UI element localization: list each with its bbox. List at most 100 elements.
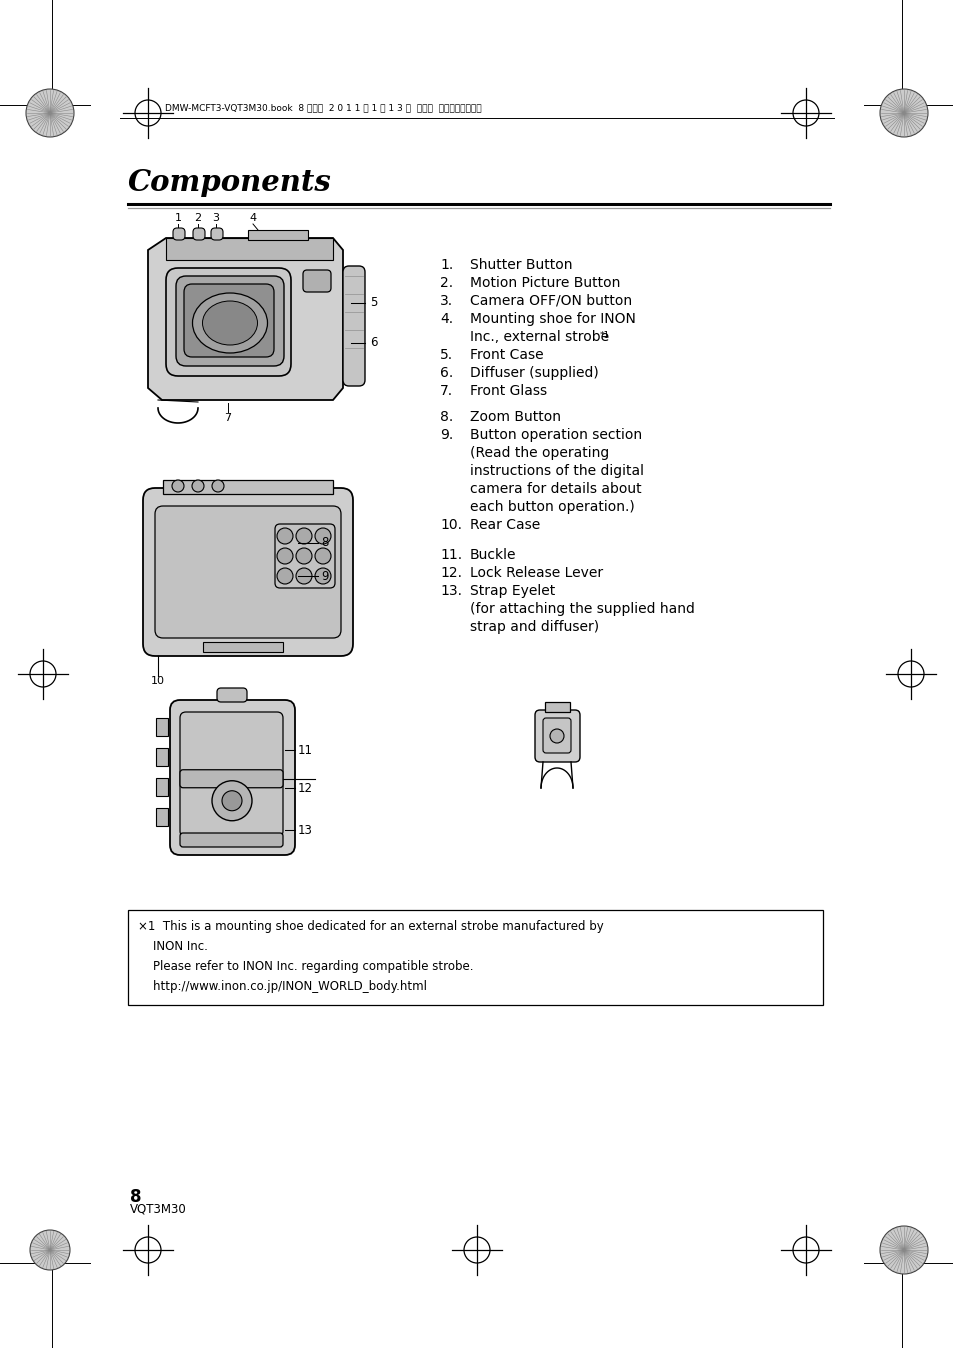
Text: 10: 10	[151, 675, 165, 686]
Circle shape	[879, 89, 927, 137]
Text: 13.: 13.	[439, 584, 461, 599]
Bar	[156, 718, 168, 736]
Ellipse shape	[193, 293, 267, 353]
Circle shape	[222, 791, 242, 810]
Text: 2: 2	[194, 213, 201, 222]
Text: *1: *1	[599, 332, 610, 340]
Text: Inc., external strobe: Inc., external strobe	[470, 330, 608, 344]
Text: Rear Case: Rear Case	[470, 518, 539, 532]
Text: 3.: 3.	[439, 294, 453, 307]
Text: (Read the operating: (Read the operating	[470, 446, 609, 460]
Circle shape	[314, 528, 331, 545]
Text: 4: 4	[249, 213, 256, 222]
Text: Please refer to INON Inc. regarding compatible strobe.: Please refer to INON Inc. regarding comp…	[138, 960, 473, 973]
Circle shape	[550, 729, 563, 743]
Text: INON Inc.: INON Inc.	[138, 940, 208, 953]
Text: Shutter Button: Shutter Button	[470, 257, 572, 272]
Text: 8: 8	[320, 537, 328, 550]
FancyBboxPatch shape	[180, 833, 283, 847]
Circle shape	[212, 780, 252, 821]
Bar	[128, 910, 822, 1006]
Bar	[163, 480, 333, 493]
Text: 12: 12	[297, 782, 313, 794]
FancyBboxPatch shape	[542, 718, 571, 754]
Circle shape	[26, 89, 74, 137]
Bar	[248, 231, 308, 240]
Circle shape	[314, 568, 331, 584]
Circle shape	[276, 549, 293, 563]
Text: Button operation section: Button operation section	[470, 429, 641, 442]
Text: DMW-MCFT3-VQT3M30.book  8 ページ  2 0 1 1 年 1 月 1 3 日  木曜日  午前１０時２２分: DMW-MCFT3-VQT3M30.book 8 ページ 2 0 1 1 年 1…	[165, 102, 481, 112]
FancyBboxPatch shape	[180, 770, 283, 787]
Text: 5: 5	[370, 297, 377, 310]
FancyBboxPatch shape	[166, 268, 291, 376]
Text: Diffuser (supplied): Diffuser (supplied)	[470, 367, 598, 380]
Text: 2.: 2.	[439, 276, 453, 290]
Text: 10.: 10.	[439, 518, 461, 532]
Text: 6.: 6.	[439, 367, 453, 380]
Circle shape	[879, 1225, 927, 1274]
FancyBboxPatch shape	[193, 228, 205, 240]
Text: 8: 8	[130, 1188, 141, 1206]
Text: 5.: 5.	[439, 348, 453, 363]
Text: camera for details about: camera for details about	[470, 483, 641, 496]
FancyBboxPatch shape	[143, 488, 353, 656]
Bar	[156, 807, 168, 826]
Text: 11.: 11.	[439, 549, 461, 562]
Text: Zoom Button: Zoom Button	[470, 410, 560, 425]
FancyBboxPatch shape	[154, 506, 340, 638]
FancyBboxPatch shape	[180, 712, 283, 837]
Ellipse shape	[202, 301, 257, 345]
Text: Camera OFF/ON button: Camera OFF/ON button	[470, 294, 632, 307]
Text: Front Case: Front Case	[470, 348, 543, 363]
Circle shape	[295, 568, 312, 584]
Text: 1: 1	[174, 213, 181, 222]
Text: strap and diffuser): strap and diffuser)	[470, 620, 598, 634]
Polygon shape	[166, 239, 333, 260]
Circle shape	[212, 480, 224, 492]
Text: Components: Components	[128, 168, 332, 197]
Bar	[203, 642, 283, 652]
Circle shape	[295, 549, 312, 563]
Circle shape	[172, 480, 184, 492]
Text: Motion Picture Button: Motion Picture Button	[470, 276, 619, 290]
Text: Strap Eyelet: Strap Eyelet	[470, 584, 555, 599]
FancyBboxPatch shape	[172, 228, 185, 240]
Text: 7.: 7.	[439, 384, 453, 398]
FancyBboxPatch shape	[170, 700, 294, 855]
FancyBboxPatch shape	[535, 710, 579, 762]
FancyBboxPatch shape	[175, 276, 284, 367]
Text: 13: 13	[297, 824, 313, 837]
Text: 4.: 4.	[439, 311, 453, 326]
Bar	[544, 702, 569, 712]
Polygon shape	[148, 239, 343, 400]
FancyBboxPatch shape	[216, 687, 247, 702]
Circle shape	[192, 480, 204, 492]
Text: http://www.inon.co.jp/INON_WORLD_body.html: http://www.inon.co.jp/INON_WORLD_body.ht…	[138, 980, 427, 993]
FancyBboxPatch shape	[184, 284, 274, 357]
Circle shape	[314, 549, 331, 563]
Text: 1.: 1.	[439, 257, 453, 272]
Text: 3: 3	[213, 213, 219, 222]
Text: 7: 7	[224, 412, 232, 423]
Bar	[156, 778, 168, 797]
Circle shape	[30, 1229, 70, 1270]
Text: ×1  This is a mounting shoe dedicated for an external strobe manufactured by: ×1 This is a mounting shoe dedicated for…	[138, 919, 603, 933]
Circle shape	[276, 528, 293, 545]
Text: instructions of the digital: instructions of the digital	[470, 464, 643, 479]
FancyBboxPatch shape	[211, 228, 223, 240]
Bar	[156, 748, 168, 766]
FancyBboxPatch shape	[343, 266, 365, 386]
Text: 11: 11	[297, 744, 313, 756]
Text: 6: 6	[370, 337, 377, 349]
Text: Lock Release Lever: Lock Release Lever	[470, 566, 602, 580]
Text: 12.: 12.	[439, 566, 461, 580]
Text: Front Glass: Front Glass	[470, 384, 547, 398]
Circle shape	[295, 528, 312, 545]
Text: 9.: 9.	[439, 429, 453, 442]
Text: 9: 9	[320, 569, 328, 582]
Text: each button operation.): each button operation.)	[470, 500, 634, 514]
Text: Buckle: Buckle	[470, 549, 516, 562]
Text: VQT3M30: VQT3M30	[130, 1202, 187, 1216]
Text: 8.: 8.	[439, 410, 453, 425]
